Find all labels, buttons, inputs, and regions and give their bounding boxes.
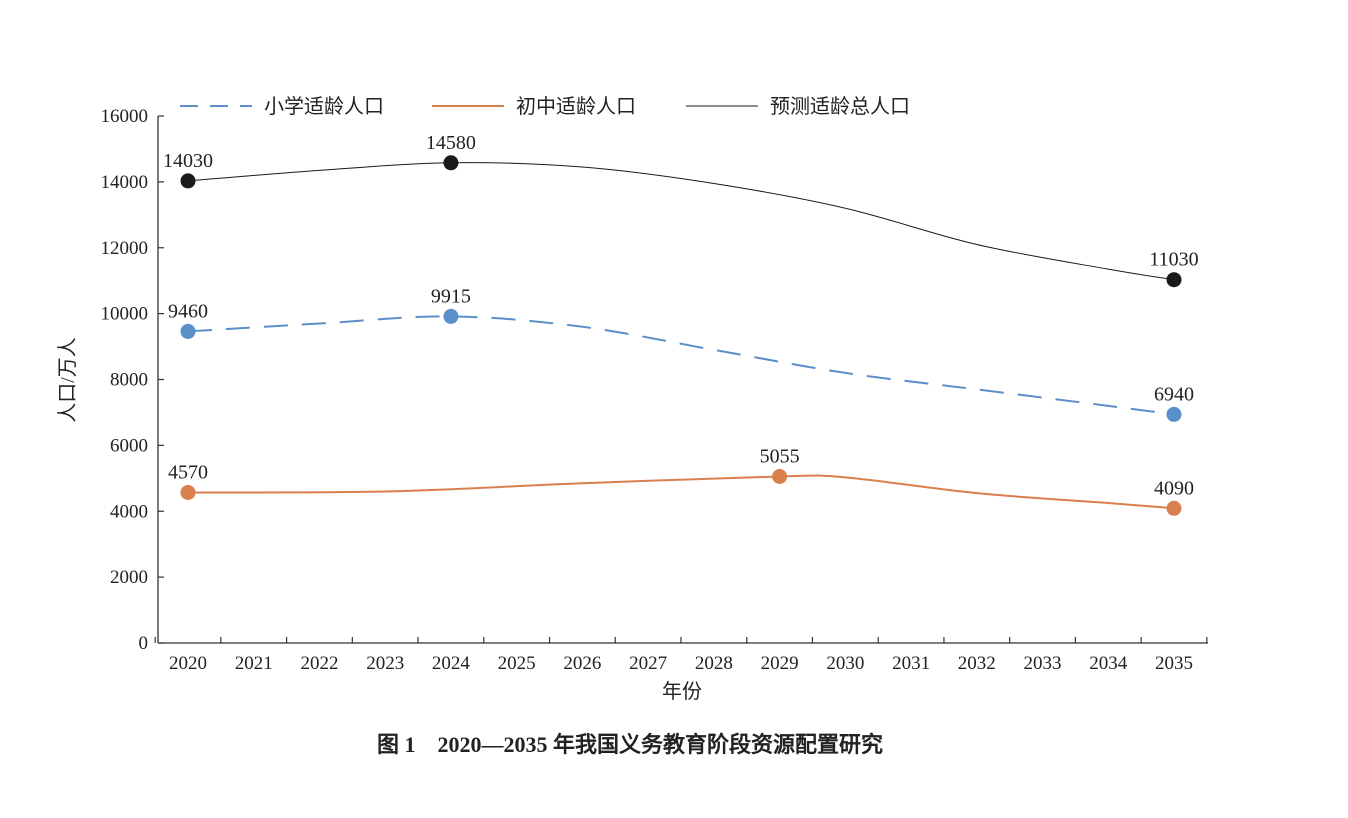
- y-tick-label: 12000: [101, 238, 149, 259]
- x-tick-label: 2029: [761, 653, 799, 674]
- x-tick-label: 2030: [826, 653, 864, 674]
- x-tick-label: 2020: [169, 653, 207, 674]
- data-point: [443, 155, 459, 171]
- data-label: 14030: [163, 150, 213, 172]
- x-tick-label: 2034: [1089, 653, 1128, 674]
- x-axis-title: 年份: [662, 680, 702, 703]
- series-line: [187, 315, 1175, 416]
- data-point: [1166, 500, 1182, 516]
- data-label: 4090: [1154, 477, 1194, 499]
- x-tick-label: 2023: [366, 653, 404, 674]
- data-label: 4570: [168, 461, 208, 483]
- series-3: 14030 14580 11030: [163, 132, 1199, 288]
- data-point: [180, 323, 196, 339]
- legend: 小学适龄人口 初中适龄人口 预测适龄总人口: [180, 95, 910, 118]
- x-tick-label: 2027: [629, 653, 667, 674]
- legend-label: 预测适龄总人口: [770, 95, 910, 118]
- series-1: 9460 9915 6940: [168, 285, 1194, 422]
- series-line: [187, 162, 1175, 281]
- y-tick-label: 0: [139, 633, 149, 654]
- x-tick-label: 2031: [892, 653, 930, 674]
- x-tick-label: 2025: [498, 653, 536, 674]
- y-tick-label: 4000: [110, 501, 148, 522]
- x-tick-label: 2022: [300, 653, 338, 674]
- legend-label: 初中适龄人口: [516, 95, 636, 118]
- data-label: 9460: [168, 300, 208, 322]
- x-tick-label: 2021: [235, 653, 273, 674]
- x-tick-label: 2032: [958, 653, 996, 674]
- figure-caption: 图 1 2020—2035 年我国义务教育阶段资源配置研究: [377, 732, 883, 757]
- y-tick-label: 6000: [110, 435, 148, 456]
- x-tick-label: 2028: [695, 653, 733, 674]
- y-tick-label: 14000: [101, 172, 149, 193]
- y-axis-title: 人口/万人: [56, 337, 79, 423]
- data-label: 11030: [1149, 249, 1198, 271]
- data-point: [1166, 272, 1182, 288]
- legend-label: 小学适龄人口: [264, 95, 384, 118]
- data-label: 6940: [1154, 383, 1194, 405]
- data-label: 5055: [760, 446, 800, 468]
- x-tick-label: 2035: [1155, 653, 1193, 674]
- series-line: [187, 474, 1175, 510]
- data-point: [443, 308, 459, 324]
- x-tick-label: 2026: [563, 653, 601, 674]
- y-axis: 0 2000 4000 6000 8000 10000 12000 14000 16000: [101, 106, 164, 654]
- x-tick-label: 2024: [432, 653, 471, 674]
- y-tick-label: 16000: [101, 106, 149, 127]
- data-point: [180, 173, 196, 189]
- data-point: [1166, 406, 1182, 422]
- y-tick-label: 8000: [110, 370, 148, 391]
- data-point: [772, 469, 788, 485]
- series-layer: 9460 9915 6940 4570 5055 4090 14030 14580 11030: [163, 132, 1199, 516]
- x-axis: 2020 2021 2022 2023 2024 2025 2026 2027 2028 2029…: [154, 637, 1208, 674]
- data-label: 14580: [426, 132, 476, 154]
- y-tick-label: 2000: [110, 567, 148, 588]
- series-2: 4570 5055 4090: [168, 446, 1194, 516]
- x-tick-label: 2033: [1024, 653, 1062, 674]
- y-tick-label: 10000: [101, 304, 149, 325]
- data-label: 9915: [431, 285, 471, 307]
- data-point: [180, 484, 196, 500]
